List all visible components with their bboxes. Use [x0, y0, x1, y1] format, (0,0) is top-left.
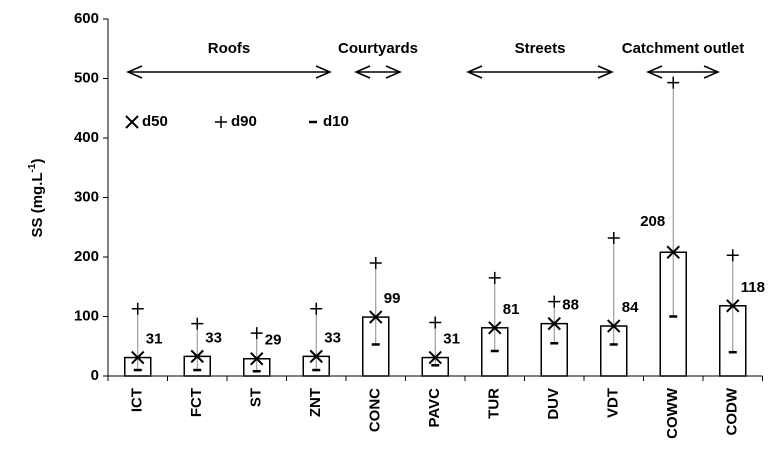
d90-marker: [488, 271, 501, 284]
d50-marker: [428, 350, 442, 365]
value-label: 84: [622, 299, 639, 316]
d90-marker: [250, 327, 263, 340]
d50-marker: [607, 319, 621, 333]
legend-marker: [215, 116, 227, 128]
legend-label: d90: [231, 113, 257, 130]
legend-label: d10: [323, 113, 349, 130]
value-label: 33: [324, 329, 341, 346]
d50-marker: [190, 349, 204, 364]
legend-label: d50: [142, 113, 168, 130]
x-tick-label: TUR: [486, 388, 503, 419]
d50-marker: [666, 245, 680, 259]
d90-marker: [310, 302, 323, 315]
arrow-head: [126, 65, 332, 79]
x-tick-label: ST: [248, 388, 265, 407]
x-tick-label: CONC: [367, 388, 384, 432]
x-tick-label: FCT: [188, 388, 205, 417]
d90-marker: [548, 295, 561, 308]
d90-marker: [131, 302, 144, 315]
x-tick-label: COWW: [664, 387, 681, 439]
d90-marker: [191, 317, 204, 330]
legend-marker: [125, 115, 139, 129]
arrow-head: [354, 65, 402, 79]
y-axis-label: SS (mg.L-1): [27, 159, 46, 238]
d50-marker: [547, 316, 561, 331]
x-tick-label: PAVC: [426, 388, 443, 428]
d50-marker: [369, 310, 383, 324]
value-label: 208: [640, 213, 665, 230]
y-tick-label: 600: [74, 10, 99, 27]
d50-marker: [488, 321, 502, 335]
d90-marker: [726, 249, 739, 262]
x-tick-label: ICT: [129, 388, 146, 412]
y-tick-label: 100: [74, 307, 99, 324]
value-label: 81: [503, 301, 520, 318]
value-label: 33: [205, 329, 222, 346]
y-tick-label: 0: [91, 367, 99, 384]
x-tick-label: VDT: [605, 388, 622, 418]
value-label: 118: [741, 279, 765, 296]
d50-marker: [131, 350, 145, 365]
arrow-head: [646, 65, 720, 79]
y-tick-label: 400: [74, 129, 99, 146]
x-tick-label: DUV: [545, 388, 562, 420]
x-tick-label: ZNT: [307, 388, 324, 417]
value-label: 31: [146, 331, 163, 348]
d50-marker: [726, 299, 740, 313]
group-label: Courtyards: [338, 40, 418, 57]
group-label: Catchment outlet: [622, 40, 745, 57]
x-tick-label: CODW: [724, 387, 741, 435]
value-label: 99: [384, 290, 401, 307]
value-label: 88: [562, 297, 579, 314]
arrow-head: [466, 65, 614, 79]
y-tick-label: 200: [74, 248, 99, 265]
d90-marker: [607, 231, 620, 244]
d50-marker: [309, 349, 323, 364]
y-tick-label: 500: [74, 69, 99, 86]
value-label: 31: [443, 331, 460, 348]
d50-marker: [250, 352, 264, 366]
y-tick-label: 300: [74, 188, 99, 205]
d90-marker: [369, 256, 382, 269]
value-label: 29: [265, 332, 282, 349]
d90-marker: [667, 76, 680, 89]
d90-marker: [429, 316, 442, 329]
group-label: Roofs: [208, 40, 251, 57]
group-label: Streets: [515, 40, 566, 57]
